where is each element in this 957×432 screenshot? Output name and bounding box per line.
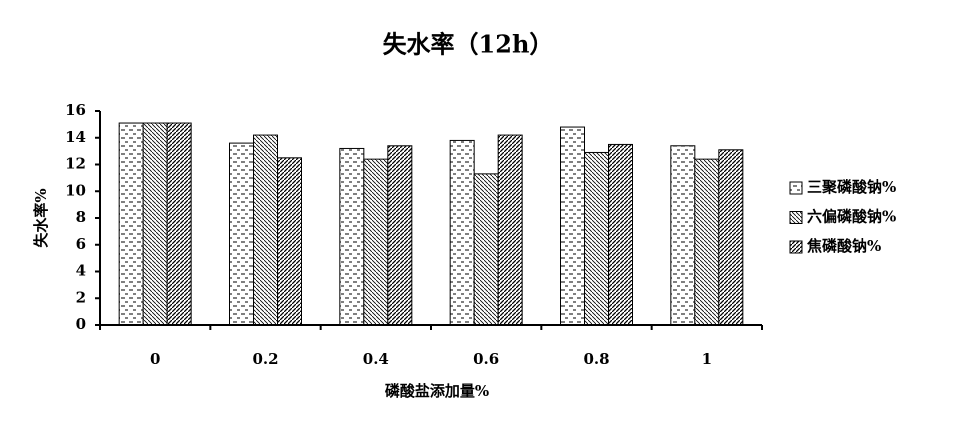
bar <box>387 145 413 326</box>
x-tick-label: 0.2 <box>252 350 278 368</box>
bar <box>608 143 633 326</box>
legend-swatch <box>789 211 803 224</box>
bar <box>166 122 192 326</box>
bar <box>449 139 475 326</box>
x-tick-label: 0.6 <box>473 350 499 368</box>
bar <box>253 134 278 326</box>
x-tick-label: 0 <box>150 350 160 368</box>
bar <box>118 122 144 326</box>
y-tick-label: 16 <box>65 101 86 119</box>
bar <box>670 145 696 326</box>
x-tick-label: 0.8 <box>583 350 609 368</box>
y-tick-label: 6 <box>76 235 86 253</box>
bar <box>277 157 302 326</box>
x-tick-label: 1 <box>702 350 712 368</box>
x-tick-label: 0.4 <box>363 350 389 368</box>
y-tick-label: 2 <box>76 288 86 306</box>
bar <box>229 142 254 326</box>
bar <box>142 122 168 326</box>
bar <box>473 173 499 326</box>
legend-swatch <box>789 181 803 195</box>
y-tick-label: 14 <box>65 128 86 146</box>
legend-label: 六偏磷酸钠% <box>807 208 896 226</box>
y-tick-label: 8 <box>76 208 86 226</box>
bar <box>584 151 609 326</box>
legend-swatch <box>789 240 803 254</box>
bar <box>718 149 744 326</box>
x-axis-label: 磷酸盐添加量% <box>385 382 489 400</box>
bar <box>339 147 365 326</box>
bar <box>560 126 585 326</box>
y-tick-label: 4 <box>76 262 86 280</box>
legend-label: 三聚磷酸钠% <box>807 178 896 196</box>
legend-label: 焦磷酸钠% <box>806 237 881 255</box>
chart-title: 失水率（12h） <box>383 30 554 59</box>
bar <box>363 158 389 326</box>
bar <box>497 134 523 326</box>
y-tick-label: 0 <box>76 315 86 333</box>
bar <box>694 158 720 326</box>
y-tick-label: 12 <box>65 155 86 173</box>
y-tick-label: 10 <box>65 181 86 199</box>
y-axis-label: 失水率% <box>32 188 50 247</box>
